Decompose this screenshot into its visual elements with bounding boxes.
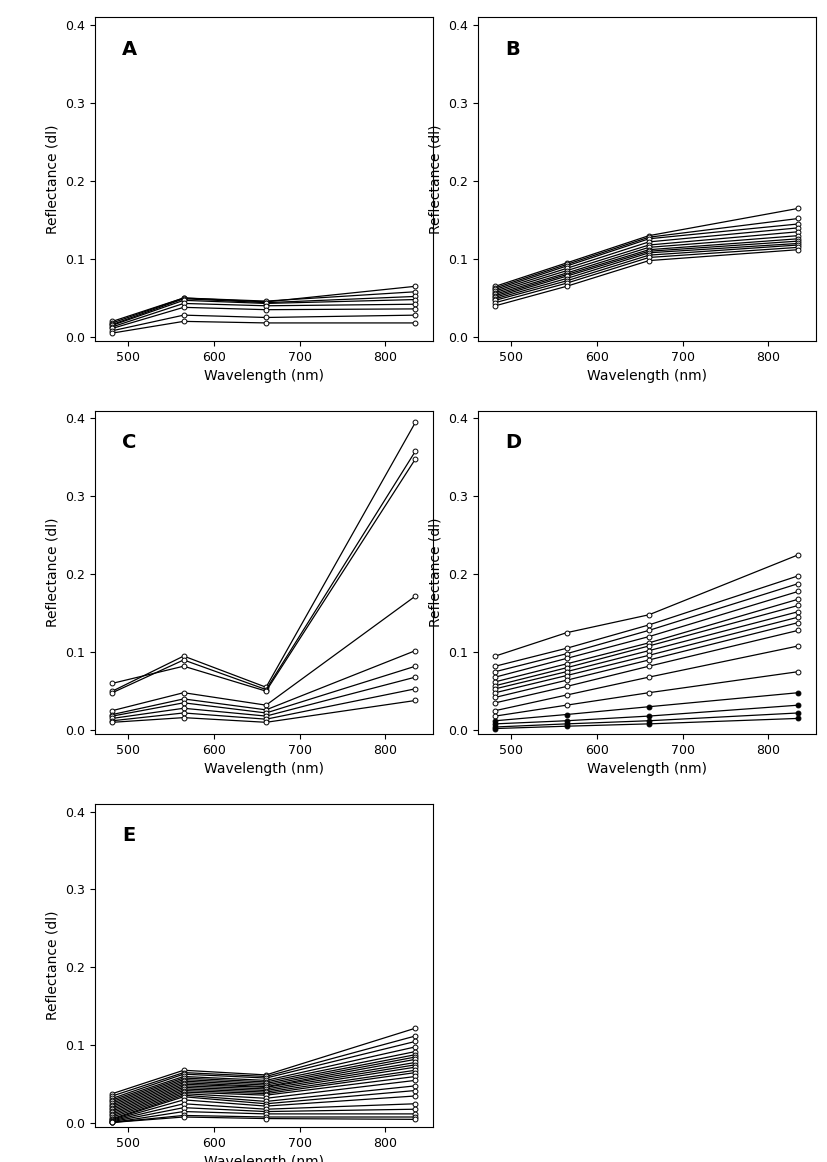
X-axis label: Wavelength (nm): Wavelength (nm) bbox=[203, 370, 323, 383]
X-axis label: Wavelength (nm): Wavelength (nm) bbox=[586, 762, 706, 776]
Text: E: E bbox=[122, 826, 136, 846]
Y-axis label: Reflectance (dl): Reflectance (dl) bbox=[428, 517, 442, 627]
Text: D: D bbox=[504, 433, 521, 452]
X-axis label: Wavelength (nm): Wavelength (nm) bbox=[203, 762, 323, 776]
Y-axis label: Reflectance (dl): Reflectance (dl) bbox=[428, 124, 442, 234]
Y-axis label: Reflectance (dl): Reflectance (dl) bbox=[45, 911, 60, 1020]
Text: B: B bbox=[504, 40, 519, 59]
Text: C: C bbox=[122, 433, 136, 452]
Y-axis label: Reflectance (dl): Reflectance (dl) bbox=[45, 517, 60, 627]
X-axis label: Wavelength (nm): Wavelength (nm) bbox=[203, 1155, 323, 1162]
Y-axis label: Reflectance (dl): Reflectance (dl) bbox=[45, 124, 60, 234]
Text: A: A bbox=[122, 40, 137, 59]
X-axis label: Wavelength (nm): Wavelength (nm) bbox=[586, 370, 706, 383]
